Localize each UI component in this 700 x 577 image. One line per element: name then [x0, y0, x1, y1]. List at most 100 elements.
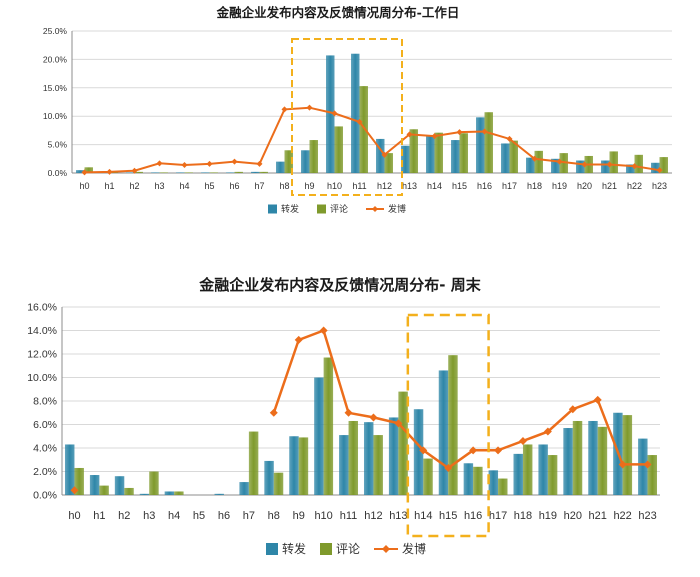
- y-tick-label: 12.0%: [27, 349, 57, 361]
- post-marker-h10: [331, 110, 338, 117]
- legend-label: 评论: [336, 542, 360, 556]
- bar-repost-h6: [226, 172, 235, 173]
- legend-swatch: [268, 204, 277, 214]
- y-tick-label: 2.0%: [33, 466, 57, 478]
- post-marker-h21: [606, 161, 613, 168]
- x-tick-label: h18: [527, 181, 542, 191]
- bar-comment-h14: [423, 458, 433, 495]
- post-marker-h17: [494, 446, 503, 455]
- x-tick-label: h2: [129, 181, 139, 191]
- x-tick-label: h1: [104, 181, 114, 191]
- y-tick-label: 5.0%: [48, 140, 68, 150]
- bar-comment-h16: [484, 112, 493, 173]
- x-tick-label: h17: [489, 510, 507, 522]
- x-tick-label: h10: [327, 181, 342, 191]
- x-tick-label: h1: [93, 510, 105, 522]
- x-tick-label: h9: [304, 181, 314, 191]
- x-tick-label: h6: [218, 510, 230, 522]
- x-tick-label: h8: [279, 181, 289, 191]
- bar-comment-h8: [284, 150, 293, 173]
- bar-repost-h17: [488, 470, 499, 495]
- post-marker-h1: [106, 168, 113, 175]
- x-tick-label: h15: [439, 510, 457, 522]
- x-tick-label: h14: [427, 181, 442, 191]
- x-tick-label: h0: [79, 181, 89, 191]
- y-tick-label: 8.0%: [33, 396, 57, 408]
- bar-repost-h23: [651, 162, 660, 173]
- highlight-box: [291, 38, 403, 196]
- y-tick-label: 16.0%: [27, 302, 57, 314]
- bar-comment-h3: [149, 471, 159, 495]
- bar-comment-h15: [448, 355, 458, 495]
- x-tick-label: h3: [154, 181, 164, 191]
- post-marker-h0: [81, 169, 88, 176]
- x-tick-label: h17: [502, 181, 517, 191]
- bar-repost-h2: [126, 172, 135, 173]
- bar-repost-h9: [301, 150, 310, 173]
- post-marker-h20: [568, 405, 577, 414]
- bar-repost-h14: [426, 136, 435, 173]
- bar-comment-h21: [597, 426, 608, 495]
- x-tick-label: h13: [389, 510, 407, 522]
- bar-comment-h0: [84, 167, 93, 173]
- post-marker-h5: [206, 160, 213, 167]
- post-marker-h16: [469, 446, 478, 455]
- bar-comment-h13: [398, 391, 408, 495]
- x-tick-label: h7: [254, 181, 264, 191]
- chart-title: 金融企业发布内容及反馈情况周分布-工作日: [216, 5, 460, 20]
- legend-label: 转发: [281, 203, 299, 215]
- y-tick-label: 25.0%: [43, 26, 68, 36]
- x-tick-label: h21: [602, 181, 617, 191]
- bar-repost-h13: [388, 417, 399, 495]
- bar-comment-h21: [609, 151, 618, 173]
- post-marker-h17: [506, 135, 513, 142]
- post-marker-h15: [444, 463, 453, 472]
- x-tick-label: h21: [589, 510, 607, 522]
- x-tick-label: h7: [243, 510, 255, 522]
- bar-comment-h10: [334, 126, 343, 173]
- post-marker-h11: [344, 408, 353, 417]
- bar-comment-h15: [459, 133, 468, 173]
- legend-label: 发博: [388, 203, 406, 215]
- post-marker-h12: [369, 413, 378, 422]
- x-tick-label: h23: [638, 510, 656, 522]
- post-marker-h19: [543, 427, 552, 436]
- bar-comment-h8: [273, 472, 284, 495]
- bar-comment-h7: [248, 431, 259, 495]
- post-line-segment: [84, 106, 660, 174]
- y-tick-label: 4.0%: [33, 443, 57, 455]
- bar-comment-h5: [209, 172, 218, 173]
- bar-comment-h20: [572, 420, 583, 495]
- x-tick-label: h0: [68, 510, 80, 522]
- x-tick-label: h10: [314, 510, 332, 522]
- post-marker-h23: [656, 167, 663, 174]
- post-marker-h22: [618, 460, 627, 469]
- x-tick-label: h22: [627, 181, 642, 191]
- post-marker-h10: [319, 326, 328, 335]
- bar-comment-h1: [99, 485, 109, 495]
- bar-repost-h3: [151, 172, 160, 173]
- x-tick-label: h4: [168, 510, 180, 522]
- bar-comment-h12: [373, 435, 383, 495]
- bar-repost-h15: [451, 140, 460, 173]
- bar-repost-h12: [376, 138, 385, 173]
- legend-swatch: [320, 543, 332, 555]
- post-marker-h14: [431, 133, 438, 140]
- bar-repost-h20: [563, 428, 573, 495]
- bar-comment-h11: [348, 420, 359, 495]
- bar-comment-h12: [384, 153, 393, 173]
- post-marker-h13: [394, 419, 403, 428]
- bar-comment-h17: [509, 140, 518, 173]
- bar-comment-h9: [309, 140, 318, 173]
- post-marker-h20: [581, 161, 588, 168]
- bar-repost-h16: [463, 463, 474, 495]
- y-tick-label: 14.0%: [27, 325, 57, 337]
- x-tick-label: h23: [652, 181, 667, 191]
- highlight-box: [406, 313, 490, 538]
- bar-comment-h1: [109, 172, 118, 173]
- y-tick-label: 10.0%: [43, 111, 68, 121]
- bar-comment-h7: [259, 171, 268, 173]
- bar-repost-h11: [351, 53, 360, 173]
- bar-comment-h2: [124, 487, 134, 495]
- bar-comment-h23: [659, 157, 668, 173]
